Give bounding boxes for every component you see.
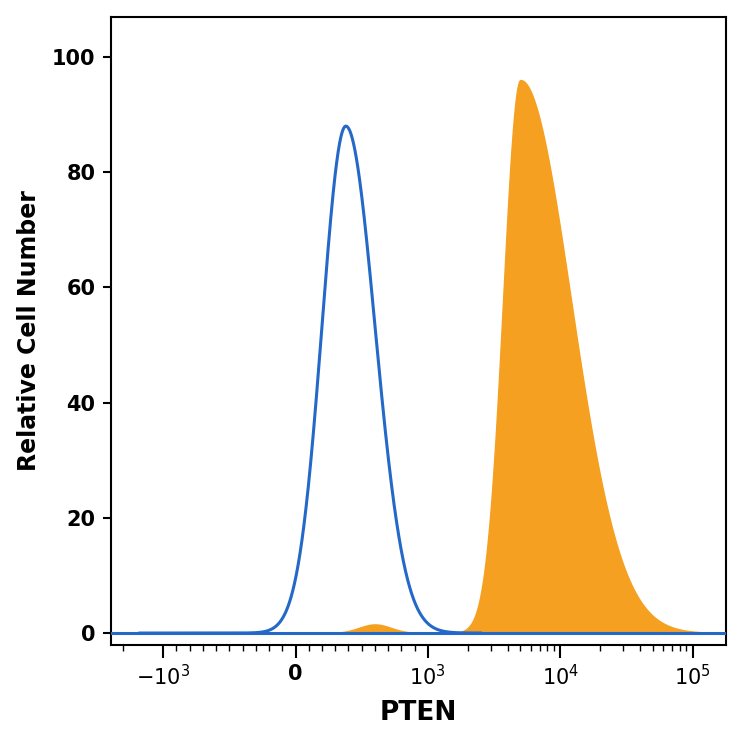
X-axis label: PTEN: PTEN: [380, 701, 457, 727]
Y-axis label: Relative Cell Number: Relative Cell Number: [16, 190, 41, 471]
